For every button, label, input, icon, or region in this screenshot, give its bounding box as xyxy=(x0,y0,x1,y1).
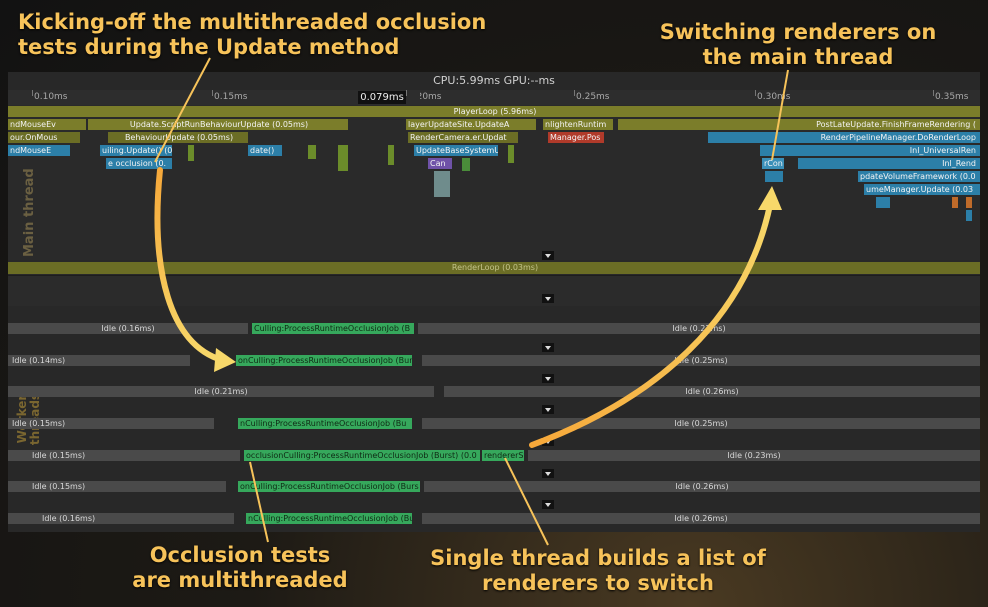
idle-bar[interactable]: Idle (0.27ms) xyxy=(418,323,980,334)
ruler-tick: 0.25ms xyxy=(576,92,610,102)
sample-bar[interactable] xyxy=(952,197,958,208)
time-ruler[interactable]: 0.10ms 0.15ms 0.20ms 0.25ms 0.30ms 0.35m… xyxy=(8,90,980,105)
main-thread-track[interactable] xyxy=(8,105,980,260)
idle-bar[interactable]: Idle (0.26ms) xyxy=(444,386,980,397)
sample-bar[interactable] xyxy=(188,145,194,161)
sample-bar[interactable]: our.OnMous xyxy=(8,132,80,143)
ruler-tick: 0.20ms xyxy=(408,92,442,102)
sample-bar[interactable]: ndMouseEv xyxy=(8,119,86,130)
callout-line: Switching renderers on xyxy=(659,20,937,44)
sample-bar[interactable] xyxy=(765,171,783,182)
idle-bar[interactable]: Idle (0.16ms) xyxy=(8,323,248,334)
callout-occlusion-multithreaded: Occlusion tests are multithreaded xyxy=(110,543,370,593)
occlusion-job-bar[interactable]: nCulling:ProcessRuntimeOcclusionJob (Bu xyxy=(238,418,412,429)
idle-bar[interactable]: Idle (0.16ms) xyxy=(8,513,234,524)
sample-bar[interactable]: ndMouseE xyxy=(8,145,70,156)
ruler-tick: 0.30ms xyxy=(757,92,791,102)
occlusion-job-bar[interactable]: occlusionCulling:ProcessRuntimeOcclusion… xyxy=(244,450,480,461)
idle-bar[interactable]: Idle (0.25ms) xyxy=(422,418,980,429)
sample-bar[interactable] xyxy=(462,158,470,171)
render-pipeline-bar[interactable]: RenderPipelineManager.DoRenderLoop xyxy=(708,132,980,143)
kickoff-occlusion-bar[interactable]: e occlusion (0. xyxy=(106,158,172,169)
callout-line: Occlusion tests xyxy=(149,543,331,567)
render-loop-bar[interactable]: RenderLoop (0.03ms) xyxy=(8,262,980,274)
ruler-tick: 0.35ms xyxy=(935,92,969,102)
idle-bar[interactable]: Idle (0.14ms) xyxy=(8,355,190,366)
renderer-switch-main-bar[interactable]: rCon xyxy=(762,158,784,169)
script-run-behaviour-update-bar[interactable]: Update.ScriptRunBehaviourUpdate (0.05ms) xyxy=(88,119,348,130)
idle-bar[interactable]: Idle (0.21ms) xyxy=(8,386,434,397)
volume-manager-bar[interactable]: umeManager.Update (0.03 xyxy=(864,184,980,195)
selection-duration: 0.079ms xyxy=(358,91,406,104)
cpu-gpu-header: CPU:5.99ms GPU:--ms xyxy=(8,72,980,90)
expand-toggle[interactable] xyxy=(542,343,554,352)
universal-render-bar[interactable]: Inl_UniversalRen xyxy=(760,145,980,156)
expand-toggle[interactable] xyxy=(542,374,554,383)
arrowhead-icon xyxy=(758,186,782,210)
expand-toggle[interactable] xyxy=(542,469,554,478)
player-loop-bar[interactable]: PlayerLoop (5.96ms) xyxy=(8,106,980,117)
expand-toggle[interactable] xyxy=(542,251,554,260)
idle-bar[interactable]: Idle (0.26ms) xyxy=(424,481,980,492)
expand-toggle[interactable] xyxy=(542,294,554,303)
idle-bar[interactable]: Idle (0.15ms) xyxy=(8,418,214,429)
occlusion-update-bar[interactable]: uiling.Update() (0. xyxy=(100,145,172,156)
sample-bar[interactable]: layerUpdateSite.UpdateA xyxy=(406,119,536,130)
sample-bar[interactable] xyxy=(508,145,514,163)
curved-arrow-up xyxy=(529,202,773,448)
expand-toggle[interactable] xyxy=(542,500,554,509)
callout-line: the main thread xyxy=(702,45,894,69)
curved-arrow-down xyxy=(154,167,225,363)
sample-bar[interactable] xyxy=(308,145,316,159)
idle-bar[interactable]: Idle (0.15ms) xyxy=(8,450,240,461)
callout-single-thread-list: Single thread builds a list of renderers… xyxy=(418,546,778,596)
pointer-line xyxy=(154,57,211,163)
volume-framework-bar[interactable]: pdateVolumeFramework (0.0 xyxy=(858,171,980,182)
sample-bar[interactable]: date() xyxy=(248,145,282,156)
callout-switching-renderers: Switching renderers on the main thread xyxy=(648,20,948,70)
arrowhead-icon xyxy=(214,348,236,372)
sample-bar[interactable] xyxy=(434,171,450,197)
sample-bar[interactable]: nlightenRuntim xyxy=(543,119,613,130)
callout-line: Single thread builds a list of xyxy=(430,546,766,570)
occlusion-job-bar[interactable]: onCulling:ProcessRuntimeOcclusionJob (Bu… xyxy=(238,481,420,492)
sample-bar[interactable] xyxy=(966,197,972,208)
sample-bar[interactable]: Manager.Pos xyxy=(548,132,604,143)
sample-bar[interactable] xyxy=(966,210,972,221)
pointer-line xyxy=(249,461,269,543)
sample-bar[interactable]: Can xyxy=(428,158,452,169)
pointer-line xyxy=(504,457,549,546)
ruler-tick: 0.15ms xyxy=(214,92,248,102)
callout-kickoff-occlusion: Kicking-off the multithreaded occlusion … xyxy=(18,10,486,60)
ruler-tick: 0.10ms xyxy=(34,92,68,102)
idle-bar[interactable]: Idle (0.23ms) xyxy=(528,450,980,461)
occlusion-job-bar[interactable]: onCulling:ProcessRuntimeOcclusionJob (Bu… xyxy=(236,355,412,366)
sample-bar[interactable] xyxy=(876,197,890,208)
occlusion-job-bar[interactable]: nCulling:ProcessRuntimeOcclusionJob (Bu xyxy=(246,513,412,524)
renderer-switch-job-bar[interactable]: rendererSw xyxy=(482,450,524,461)
behaviour-update-bar[interactable]: BehaviourUpdate (0.05ms) xyxy=(108,132,248,143)
idle-bar[interactable]: Idle (0.26ms) xyxy=(422,513,980,524)
idle-bar[interactable]: Idle (0.15ms) xyxy=(8,481,226,492)
callout-line: Kicking-off the multithreaded occlusion xyxy=(18,10,487,34)
pointer-line xyxy=(771,69,789,161)
sample-bar[interactable]: UpdateBaseSystemU xyxy=(414,145,498,156)
sample-bar[interactable]: Inl_Rend xyxy=(798,158,980,169)
callout-line: are multithreaded xyxy=(132,568,348,592)
callout-line: tests during the Update method xyxy=(18,35,400,59)
occlusion-job-bar[interactable]: Culling:ProcessRuntimeOcclusionJob (B xyxy=(252,323,414,334)
post-late-update-bar[interactable]: PostLateUpdate.FinishFrameRendering ( xyxy=(618,119,980,130)
idle-bar[interactable]: Idle (0.25ms) xyxy=(422,355,980,366)
sample-bar[interactable] xyxy=(388,145,394,165)
sample-bar[interactable]: RenderCamera.er.Updat xyxy=(408,132,518,143)
sample-bar[interactable] xyxy=(338,145,348,171)
callout-line: renderers to switch xyxy=(482,571,714,595)
expand-toggle[interactable] xyxy=(542,405,554,414)
